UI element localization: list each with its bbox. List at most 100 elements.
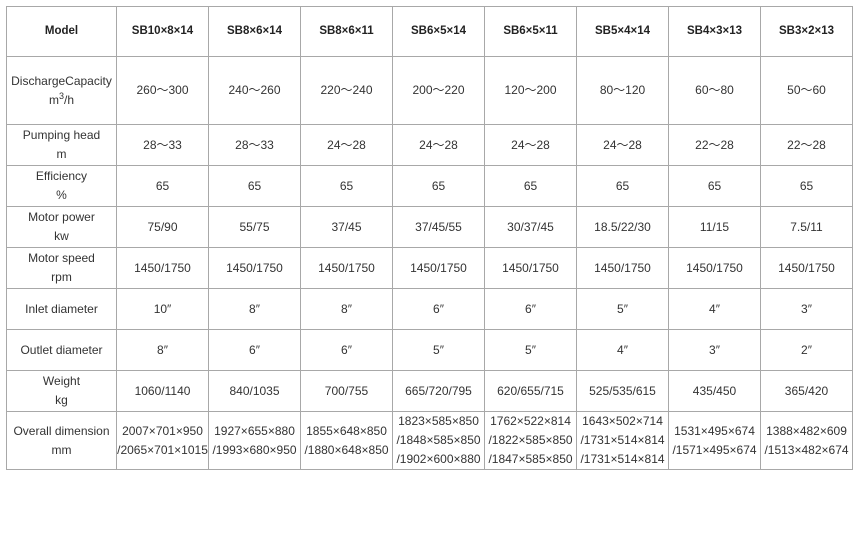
label-text: Motor speed	[28, 251, 95, 265]
value-cell: 65	[760, 165, 853, 207]
value-cell: 65	[484, 165, 577, 207]
label-text: Inlet diameter	[25, 301, 98, 316]
value-line: /1731×514×814	[580, 452, 665, 466]
data-row: Motor power kw 75/90 55/75 37/45 37/45/55 30/3…	[6, 206, 853, 248]
header-cell: SB3×2×13	[760, 6, 853, 57]
value-cell: 7.5/11	[760, 206, 853, 248]
value-cell: 24～28	[484, 124, 577, 166]
unit-text: /h	[64, 92, 75, 107]
data-row: Pumping head m 28～33 28～33 24～28 24～28 24～28 24…	[6, 124, 853, 166]
value-cell: 700/755	[300, 370, 393, 412]
value-cell: 1762×522×814/1822×585×850/1847×585×850	[484, 411, 577, 470]
unit-text: %	[56, 188, 67, 202]
header-cell: Model	[6, 6, 117, 57]
data-row: Weight kg 1060/1140 840/1035 700/755 665/720/…	[6, 370, 853, 412]
value-cell: 75/90	[116, 206, 209, 248]
value-line: /1848×585×850	[396, 433, 481, 447]
value-cell: 1531×495×674/1571×495×674	[668, 411, 761, 470]
value-line: 1643×502×714	[582, 414, 663, 428]
value-cell: 5″	[392, 329, 485, 371]
value-cell: 1450/1750	[208, 247, 301, 289]
header-cell: SB5×4×14	[576, 6, 669, 57]
value-cell: 65	[668, 165, 761, 207]
header-cell: SB10×8×14	[116, 6, 209, 57]
value-cell: 435/450	[668, 370, 761, 412]
value-cell: 2007×701×950/2065×701×1015	[116, 411, 209, 470]
value-cell: 220～240	[300, 56, 393, 125]
value-cell: 60～80	[668, 56, 761, 125]
value-cell: 6″	[208, 329, 301, 371]
value-cell: 6″	[484, 288, 577, 330]
value-line: 1855×648×850	[306, 423, 387, 438]
value-cell: 525/535/615	[576, 370, 669, 412]
data-row: Motor speed rpm 1450/1750 1450/1750 1450/175…	[6, 247, 853, 289]
value-cell: 8″	[300, 288, 393, 330]
unit-text: m	[56, 147, 67, 161]
label-text: Motor power	[28, 210, 95, 224]
value-cell: 1855×648×850/1880×648×850	[300, 411, 393, 470]
row-label: Inlet diameter	[6, 288, 117, 330]
value-cell: 5″	[576, 288, 669, 330]
value-cell: 37/45	[300, 206, 393, 248]
value-cell: 1388×482×609/1513×482×674	[760, 411, 853, 470]
value-cell: 1643×502×714/1731×514×814/1731×514×814	[576, 411, 669, 470]
unit-text: kw	[54, 229, 69, 243]
value-cell: 5″	[484, 329, 577, 371]
row-label: Overall dimension mm	[6, 411, 117, 470]
value-cell: 65	[576, 165, 669, 207]
header-cell: SB8×6×11	[300, 6, 393, 57]
spec-table: Model SB10×8×14 SB8×6×14 SB8×6×11 SB6×5×14 SB…	[6, 6, 853, 470]
unit-text: mm	[51, 442, 72, 457]
value-line: /1993×680×950	[212, 442, 297, 457]
label-text: Pumping head	[22, 128, 101, 142]
value-cell: 65	[392, 165, 485, 207]
value-cell: 10″	[116, 288, 209, 330]
row-label: Efficiency%	[6, 165, 117, 207]
value-line: /1571×495×674	[672, 442, 757, 457]
unit-text: kg	[55, 393, 68, 407]
value-line: /1880×648×850	[304, 442, 389, 457]
value-cell: 260～300	[116, 56, 209, 125]
value-cell: 65	[300, 165, 393, 207]
row-label: DischargeCapacity m3/h	[6, 56, 117, 125]
value-cell: 37/45/55	[392, 206, 485, 248]
label-text: DischargeCapacity	[11, 73, 112, 88]
value-cell: 8″	[208, 288, 301, 330]
label-text: Outlet diameter	[20, 342, 103, 357]
value-line: 1823×585×850	[398, 414, 479, 428]
value-cell: 22～28	[760, 124, 853, 166]
value-cell: 65	[116, 165, 209, 207]
value-cell: 240～260	[208, 56, 301, 125]
value-cell: 80～120	[576, 56, 669, 125]
value-cell: 22～28	[668, 124, 761, 166]
value-cell: 840/1035	[208, 370, 301, 412]
value-line: /1731×514×814	[580, 433, 665, 447]
label-text: Weight	[42, 374, 81, 388]
value-cell: 365/420	[760, 370, 853, 412]
value-line: /1847×585×850	[488, 452, 573, 466]
value-cell: 50～60	[760, 56, 853, 125]
value-cell: 28～33	[116, 124, 209, 166]
value-cell: 1927×655×880/1993×680×950	[208, 411, 301, 470]
value-cell: 4″	[668, 288, 761, 330]
value-cell: 1060/1140	[116, 370, 209, 412]
header-cell: SB6×5×11	[484, 6, 577, 57]
row-label: Pumping head m	[6, 124, 117, 166]
value-cell: 1450/1750	[300, 247, 393, 289]
value-cell: 1450/1750	[668, 247, 761, 289]
data-row: Overall dimension mm 2007×701×950/2065×701…	[6, 411, 853, 470]
value-cell: 55/75	[208, 206, 301, 248]
header-cell: SB8×6×14	[208, 6, 301, 57]
value-cell: 3″	[760, 288, 853, 330]
value-line: 2007×701×950	[122, 423, 203, 438]
value-cell: 4″	[576, 329, 669, 371]
value-cell: 1450/1750	[576, 247, 669, 289]
value-cell: 200～220	[392, 56, 485, 125]
value-line: 1762×522×814	[490, 414, 571, 428]
value-cell: 6″	[392, 288, 485, 330]
value-line: /2065×701×1015	[117, 442, 208, 457]
value-cell: 1450/1750	[392, 247, 485, 289]
row-label: Motor power kw	[6, 206, 117, 248]
row-label: Outlet diameter	[6, 329, 117, 371]
